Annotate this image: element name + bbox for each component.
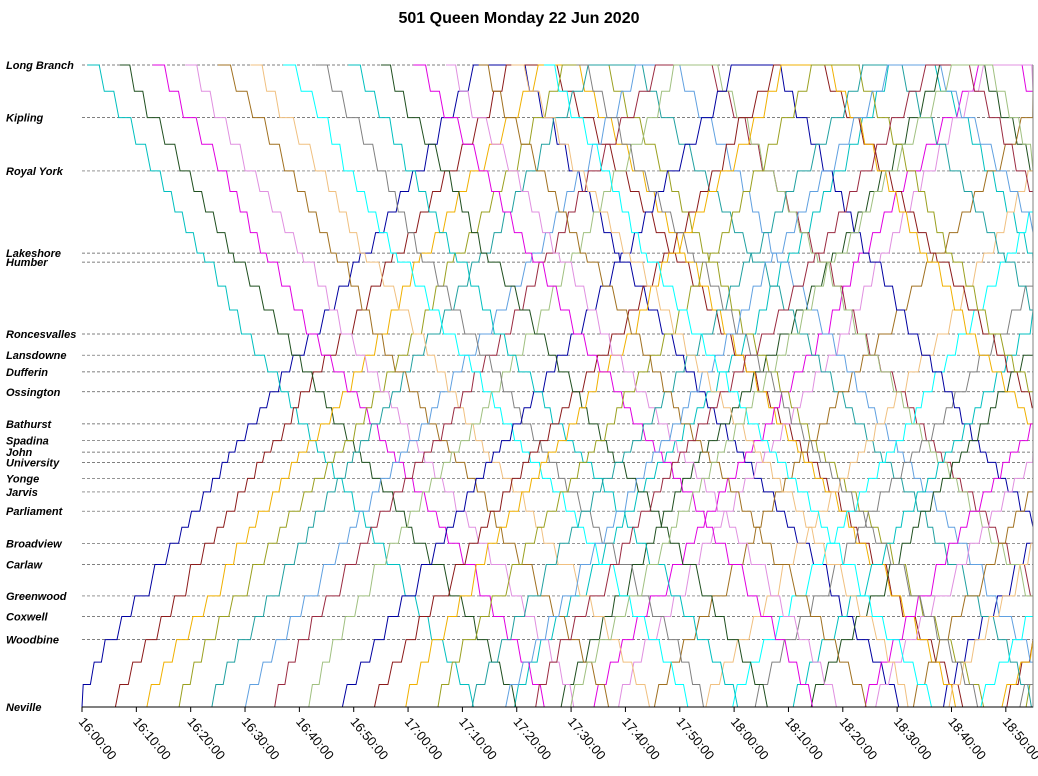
x-tick-label: 18:20:00 [837,714,881,762]
vehicle-trace [81,64,1034,708]
x-tick-label: 17:00:00 [402,714,446,762]
x-tick-label: 18:10:00 [782,714,826,762]
x-tick-label: 16:10:00 [130,714,174,762]
vehicle-trace [136,64,1034,708]
stop-label: Spadina [6,436,49,448]
x-tick-label: 18:30:00 [891,714,935,762]
x-tick-label: 17:10:00 [456,714,500,762]
stop-label: Lakeshore [6,248,61,260]
axis-layer [81,706,1033,712]
stop-label: Royal York [6,166,64,178]
chart-title: 501 Queen Monday 22 Jun 2020 [398,10,640,27]
x-tick-label: 16:20:00 [184,714,228,762]
stop-label: Parliament [6,506,64,518]
stop-label: Carlaw [6,559,44,571]
vehicle-trace [201,64,1034,708]
stop-label: Humber [6,257,48,269]
vehicle-trace [527,64,1034,708]
x-tick-label: 16:50:00 [347,714,391,762]
x-tick-label: 18:50:00 [1000,714,1038,762]
stop-label: Coxwell [6,611,49,623]
x-tick-label: 17:50:00 [673,714,717,762]
stop-label: John [6,447,33,459]
x-tick-labels: 16:00:00 16:10:00 16:20:00 16:30:00 16:40:00… [76,714,1038,762]
x-tick-label: 17:30:00 [565,714,609,762]
stop-label: Greenwood [6,591,67,603]
vehicle-trace [478,64,1034,708]
stop-label: Bathurst [6,419,53,431]
stop-label: Ossington [6,387,61,399]
vehicle-trace [332,64,1034,708]
vehicle-trace [380,64,1034,708]
x-tick-label: 18:00:00 [728,714,772,762]
stop-label: University [6,457,60,469]
vehicle-trace [315,64,1034,708]
x-tick-label: 16:00:00 [76,714,120,762]
stop-label: Long Branch [6,60,74,72]
x-tick-label: 18:40:00 [945,714,989,762]
stop-label: Dufferin [6,367,48,379]
stop-labels: Long Branch Kipling Royal York LakeshoreHum… [6,60,76,714]
x-tick-label: 17:40:00 [619,714,663,762]
grid-lines [82,64,1033,708]
stop-label: Lansdowne [6,350,67,362]
x-tick-label: 17:20:00 [510,714,554,762]
x-tick-label: 16:40:00 [293,714,337,762]
stop-label: Jarvis [6,487,38,499]
x-tick-label: 16:30:00 [239,714,283,762]
stop-label: Yonge [6,473,39,485]
vehicle-trace [217,64,1034,708]
stop-label: Woodbine [6,635,59,647]
vehicle-trace [462,64,1034,708]
vehicle-trace [543,64,1034,708]
stop-label: Broadview [6,538,63,550]
vehicle-trace [576,64,1034,708]
vehicle-trace [266,64,1034,708]
vehicle-trace [120,64,1034,708]
series-layer [81,64,1034,708]
stop-label: Neville [6,702,41,714]
stop-label: Kipling [6,113,44,125]
vehicle-trace [87,64,1034,708]
stop-label: Roncesvalles [6,329,76,341]
